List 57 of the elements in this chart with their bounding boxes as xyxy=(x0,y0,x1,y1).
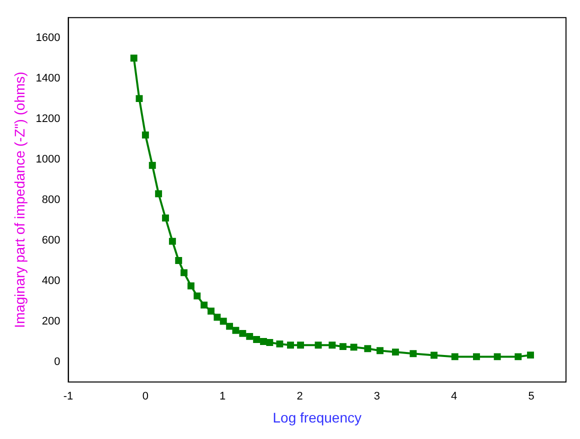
point xyxy=(136,95,143,102)
point xyxy=(162,214,169,222)
point xyxy=(451,353,458,360)
point xyxy=(239,330,246,337)
point xyxy=(266,339,274,346)
point xyxy=(473,353,480,360)
x-axis-title: Log frequency xyxy=(272,409,362,426)
point xyxy=(260,338,267,345)
point xyxy=(392,348,399,356)
point xyxy=(148,162,156,169)
x-tick-label: 3 xyxy=(374,390,380,403)
point xyxy=(187,282,194,290)
point xyxy=(297,342,304,349)
point xyxy=(287,342,294,349)
point xyxy=(220,318,227,325)
y-tick-label: 600 xyxy=(42,234,60,246)
point xyxy=(340,343,346,350)
y-tick-label: 800 xyxy=(42,194,60,206)
point xyxy=(527,352,534,359)
x-tick-label: 5 xyxy=(528,390,534,403)
x-tick-label: 0 xyxy=(142,390,148,403)
point xyxy=(494,353,501,360)
point xyxy=(314,342,322,349)
y-tick-label: 200 xyxy=(42,315,60,328)
point xyxy=(232,326,240,334)
point xyxy=(200,302,208,309)
x-tick-label: 2 xyxy=(296,390,303,403)
point xyxy=(364,345,372,352)
y-tick-label: 1000 xyxy=(36,153,60,166)
y-tick-label: 400 xyxy=(42,274,60,287)
point xyxy=(194,292,201,300)
point xyxy=(155,190,162,198)
y-tick-label: 1200 xyxy=(36,112,60,125)
point xyxy=(142,132,149,138)
y-axis-title: Imaginary part of impedance (-Z") (ohms) xyxy=(11,72,28,328)
point xyxy=(175,257,182,264)
point xyxy=(376,347,384,354)
point xyxy=(214,314,221,321)
point xyxy=(208,308,215,315)
point xyxy=(514,353,522,360)
x-tick-label: 1 xyxy=(220,390,226,403)
point xyxy=(410,350,417,358)
point xyxy=(246,332,254,340)
y-tick-label: 1400 xyxy=(36,72,60,84)
point xyxy=(180,269,188,276)
point xyxy=(226,322,234,330)
point xyxy=(253,336,260,343)
y-tick-label: 1600 xyxy=(36,32,60,44)
point xyxy=(328,342,336,349)
point xyxy=(350,344,358,351)
point xyxy=(168,238,176,245)
x-tick-label: 4 xyxy=(451,390,458,403)
x-tick-label: -1 xyxy=(63,390,74,403)
point xyxy=(276,340,284,348)
y-tick-label: 0 xyxy=(54,356,60,368)
point xyxy=(430,352,438,359)
point xyxy=(130,54,138,62)
